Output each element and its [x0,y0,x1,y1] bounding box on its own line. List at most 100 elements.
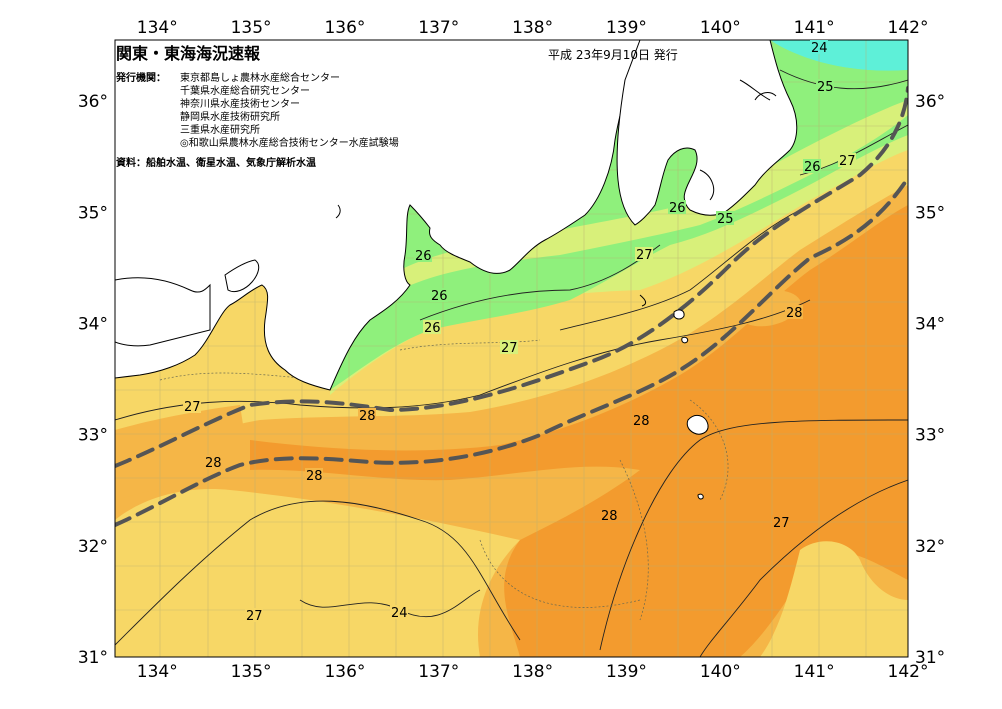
lat-tick-label: 36° [915,92,945,112]
agency-item: 三重県水産研究所 [180,125,260,136]
lon-labels-top: 134° 135° 136° 137° 138° 139° 140° 141° 142° [137,18,929,38]
contour-labels: 24 25 26 27 26 25 26 27 26 26 27 28 27 2… [183,40,856,624]
lon-tick-label: 137° [418,662,459,682]
lon-tick-label: 138° [512,662,553,682]
svg-text:27: 27 [636,248,653,263]
svg-text:24: 24 [811,41,828,56]
agency-item: 静岡県水産技術研究所 [180,112,280,123]
land-awaji [224,259,260,293]
svg-text:27: 27 [501,341,518,356]
lon-tick-label: 136° [324,18,365,38]
lat-tick-label: 34° [915,314,945,334]
lat-tick-label: 33° [78,426,108,446]
svg-text:27: 27 [773,516,790,531]
isotherm-lines [115,69,908,657]
lat-labels-right: 36° 35° 34° 33° 32° 31° [915,92,945,668]
contour-label: 27 [245,608,263,624]
agency-item: 東京都島しょ農林水産総合センター [180,73,340,84]
lat-labels-left: 36° 35° 34° 33° 32° 31° [78,92,108,668]
svg-text:28: 28 [601,509,618,524]
lon-tick-label: 140° [700,662,741,682]
lat-tick-label: 33° [915,426,945,446]
contour-label: 26 [430,288,448,304]
lon-tick-label: 134° [137,662,178,682]
lat-tick-label: 35° [915,203,945,223]
svg-text:26: 26 [669,201,686,216]
land-hachijo [697,493,704,500]
agencies-label: 発行機関： [116,73,166,84]
lat-tick-label: 31° [78,648,108,668]
land-shikoku [115,277,211,347]
data-source: 資料：船舶水温、衛星水温、気象庁解析水温 [116,158,316,169]
svg-text:28: 28 [359,409,376,424]
lon-tick-label: 141° [794,18,835,38]
svg-text:26: 26 [431,289,448,304]
lon-tick-label: 135° [231,18,272,38]
contour-label: 27 [500,340,518,356]
zone-29-core [250,205,908,657]
contour-label: 27 [772,515,790,531]
lon-tick-label: 137° [418,18,459,38]
svg-text:28: 28 [633,414,650,429]
land-japan [115,40,798,500]
lat-tick-label: 32° [915,537,945,557]
contour-label: 26 [803,159,821,175]
svg-text:28: 28 [786,306,803,321]
lat-tick-label: 34° [78,314,108,334]
lon-tick-label: 139° [606,18,647,38]
lon-tick-label: 136° [324,662,365,682]
contour-label: 27 [183,399,201,415]
land-kii-peninsula [115,40,641,391]
lon-tick-label: 142° [888,18,929,38]
svg-text:28: 28 [306,469,323,484]
agency-item: ◎和歌山県農林水産総合技術センター水産試験場 [180,138,399,149]
map-frame [114,39,909,658]
contour-label: 25 [716,211,734,227]
svg-text:27: 27 [246,609,263,624]
agency-item: 神奈川県水産技術センター [180,99,300,110]
zone-28-east-patch [734,290,800,327]
svg-text:26: 26 [415,249,432,264]
contour-label: 25 [816,79,834,95]
zone-25-corner [770,40,908,99]
contour-label: 26 [414,248,432,264]
issuing-agencies: 発行機関： 東京都島しょ農林水産総合センター 千葉県水産総合研究センター 神奈川県… [116,72,399,150]
contour-label: 28 [600,508,618,524]
isotherm-dotted [159,339,729,621]
contour-label: 27 [635,247,653,263]
lon-tick-label: 142° [888,662,929,682]
svg-text:24: 24 [391,606,408,621]
land-oshima [673,309,685,320]
lon-tick-label: 141° [794,662,835,682]
contour-label: 28 [358,408,376,424]
kuroshio-path [115,86,908,527]
svg-text:25: 25 [717,212,734,227]
lat-tick-label: 31° [915,648,945,668]
contour-label: 26 [668,200,686,216]
map-title: 関東・東海海況速報 [116,44,261,63]
lon-tick-label: 134° [137,18,178,38]
lat-tick-label: 35° [78,203,108,223]
lon-tick-label: 138° [512,18,553,38]
lat-tick-label: 32° [78,537,108,557]
contour-label: 28 [305,468,323,484]
land-miyake [686,414,709,435]
contour-label: 28 [632,413,650,429]
lon-tick-label: 140° [700,18,741,38]
contour-label: 28 [204,455,222,471]
zone-24-corner [770,40,908,71]
svg-text:27: 27 [184,400,201,415]
contour-label: 26 [423,320,441,336]
svg-text:27: 27 [839,154,856,169]
issue-date: 平成 23年9月10日 発行 [548,48,678,62]
land-toshima [681,336,689,344]
svg-text:25: 25 [817,80,834,95]
contour-label: 27 [838,153,856,169]
contour-label: 24 [390,605,408,621]
svg-text:26: 26 [424,321,441,336]
zone-27-east-patch [760,541,908,657]
agency-item: 千葉県水産総合研究センター [180,86,310,97]
land-kanto [616,40,798,226]
contour-label: 28 [785,305,803,321]
